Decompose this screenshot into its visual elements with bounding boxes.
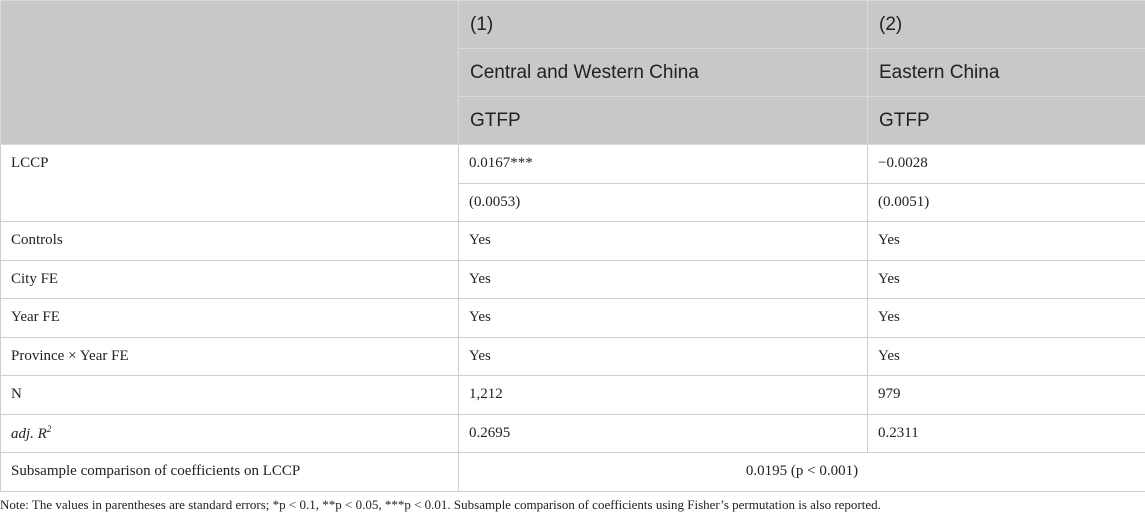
- table-row: Controls Yes Yes: [0, 221, 1145, 261]
- row-label-text: City FE: [11, 270, 59, 287]
- cell-value: Yes: [867, 221, 1145, 261]
- cell-value: 979: [867, 375, 1145, 415]
- cell-value: Yes: [867, 259, 1145, 299]
- row-label-text: LCCP: [11, 155, 49, 171]
- row-label: Province × Year FE: [0, 336, 459, 376]
- row-label-text: Province × Year FE: [11, 347, 129, 364]
- column-dependent: GTFP: [867, 96, 1145, 145]
- table-row: (0.0053) (0.0051): [1, 182, 1145, 222]
- row-label-text: Controls: [11, 232, 63, 249]
- table-row: Year FE Yes Yes: [0, 298, 1145, 338]
- cell-value: 0.0195 (p < 0.001): [458, 452, 1145, 492]
- row-label: Controls: [0, 221, 459, 261]
- cell-value: Yes: [458, 336, 868, 376]
- header-blank: [0, 0, 459, 145]
- cell-value: 0.2695: [458, 413, 868, 453]
- row-label: City FE: [0, 259, 459, 299]
- row-label: adj. R2: [0, 413, 459, 453]
- table-row: LCCP 0.0167*** −0.0028: [0, 144, 1145, 222]
- row-label: Subsample comparison of coefficients on …: [0, 452, 459, 492]
- results-table: (1) (2) Central and Western China Easter…: [0, 0, 1145, 492]
- table-row: N 1,212 979: [0, 375, 1145, 415]
- row-label-text: N: [11, 386, 22, 403]
- cell-value: Yes: [867, 336, 1145, 376]
- cell-value: Yes: [458, 298, 868, 338]
- table-body: LCCP 0.0167*** −0.0028 (0.0053) (0.0051) Cont…: [0, 144, 1145, 492]
- cell-value: −0.0028: [867, 144, 1145, 184]
- row-label-text: adj. R: [11, 425, 47, 442]
- table-row: adj. R2 0.2695 0.2311: [0, 413, 1145, 453]
- row-label: Year FE: [0, 298, 459, 338]
- column-number: (2): [867, 0, 1145, 49]
- table-row: Province × Year FE Yes Yes: [0, 336, 1145, 376]
- column-dependent: GTFP: [458, 96, 868, 145]
- cell-value: Yes: [458, 221, 868, 261]
- cell-value: 1,212: [458, 375, 868, 415]
- column-number: (1): [458, 0, 868, 49]
- cell-value: Yes: [458, 259, 868, 299]
- table-row: City FE Yes Yes: [0, 259, 1145, 299]
- table-row: Subsample comparison of coefficients on …: [0, 452, 1145, 492]
- row-label-sup: 2: [46, 423, 52, 434]
- cell-value: 0.0167***: [458, 144, 868, 184]
- cell-value: Yes: [867, 298, 1145, 338]
- cell-value: 0.2311: [867, 413, 1145, 453]
- row-label: LCCP: [0, 144, 459, 222]
- cell-se: (0.0051): [867, 182, 1145, 222]
- column-sample: Eastern China: [867, 48, 1145, 97]
- column-sample: Central and Western China: [458, 48, 868, 97]
- row-label-text: Year FE: [11, 309, 60, 326]
- row-label: N: [0, 375, 459, 415]
- table-note: Note: The values in parentheses are stan…: [0, 497, 881, 512]
- cell-se: (0.0053): [458, 182, 868, 222]
